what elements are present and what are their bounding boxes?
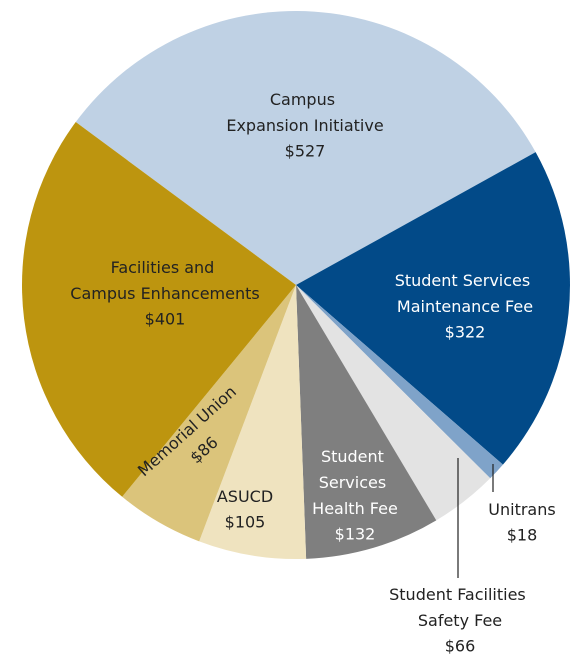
category-label: Student Facilities Safety Fee [389,585,531,630]
slice-label: ASUCD $105 [217,487,273,532]
pie-slice [122,285,297,542]
label-line: Campus Enhancements [70,284,259,303]
value-label: $66 [445,637,476,654]
label-line: Expansion Initiative [226,116,383,135]
label-line: Maintenance Fee [397,297,533,316]
category-label: Campus Expansion Initiative [226,90,383,135]
label-line: Student [321,447,389,466]
slice-label: Student Services Health Fee $132 [312,447,398,544]
label-line: Student Services [395,271,536,290]
value-label: $18 [507,526,538,545]
value-label: $322 [445,323,486,342]
slice-label: Facilities and Campus Enhancements $401 [70,258,259,329]
label-line: Campus [270,90,340,109]
label-line: Services [319,473,392,492]
slice-label: Campus Expansion Initiative $527 [226,90,383,161]
pie-slice [296,285,491,521]
label-line: Health Fee [312,499,398,518]
value-label: $401 [145,310,186,329]
label-line: Unitrans [488,500,555,519]
category-label: Facilities and Campus Enhancements [70,258,259,303]
category-label: ASUCD [217,487,273,506]
label-line: Student Facilities [389,585,531,604]
label-line: ASUCD [217,487,273,506]
slice-label: Unitrans $18 [488,500,555,545]
value-label: $105 [225,513,266,532]
label-line: Facilities and [111,258,220,277]
category-label: Unitrans [488,500,555,519]
pie-slice [296,285,503,479]
pie [21,10,570,560]
pie-slice [296,152,570,465]
category-label: Student Services Maintenance Fee [395,271,536,316]
label-line: Safety Fee [418,611,502,630]
pie-slice [75,10,536,286]
slice-label: Student Services Maintenance Fee $322 [395,271,536,342]
pie-slice [199,285,307,560]
pie-slice [21,122,296,497]
value-label: $132 [335,525,376,544]
value-label: $527 [285,142,326,161]
slice-label: Student Facilities Safety Fee $66 [389,585,531,654]
category-label: Student Services Health Fee [312,447,398,518]
pie-slice [296,285,437,559]
